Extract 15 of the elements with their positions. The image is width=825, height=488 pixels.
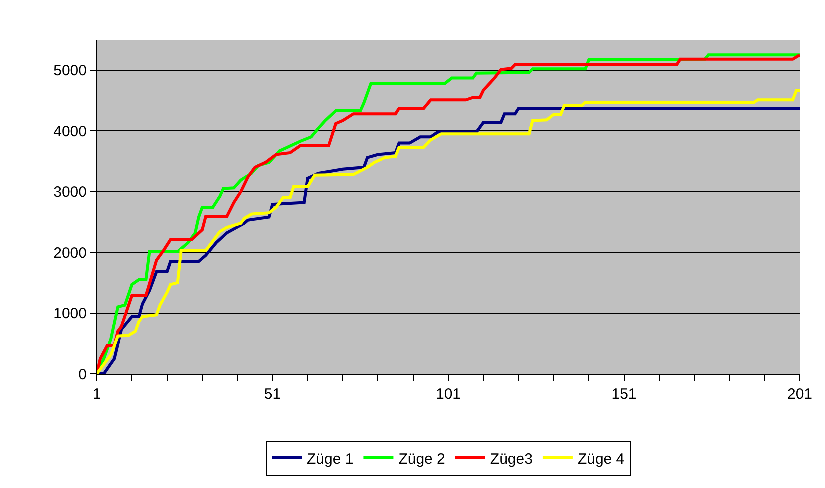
legend-label: Züge 2 (398, 450, 446, 468)
y-tick-label: 1000 (54, 306, 87, 323)
x-tick-label: 201 (787, 386, 813, 403)
x-tick-label: 151 (612, 386, 637, 403)
x-tick-label: 101 (436, 386, 462, 403)
x-tick-label: 1 (92, 386, 102, 403)
y-tick-label: 3000 (54, 184, 87, 202)
y-tick-label: 4000 (54, 123, 87, 140)
legend-label: Züge 4 (578, 450, 625, 468)
y-tick-label: 5000 (54, 62, 87, 80)
legend-label: Züge3 (490, 450, 533, 468)
x-tick-label: 51 (264, 386, 282, 403)
legend-label: Züge 1 (307, 450, 354, 468)
y-tick-label: 0 (78, 366, 87, 384)
y-tick-label: 2000 (54, 244, 87, 262)
